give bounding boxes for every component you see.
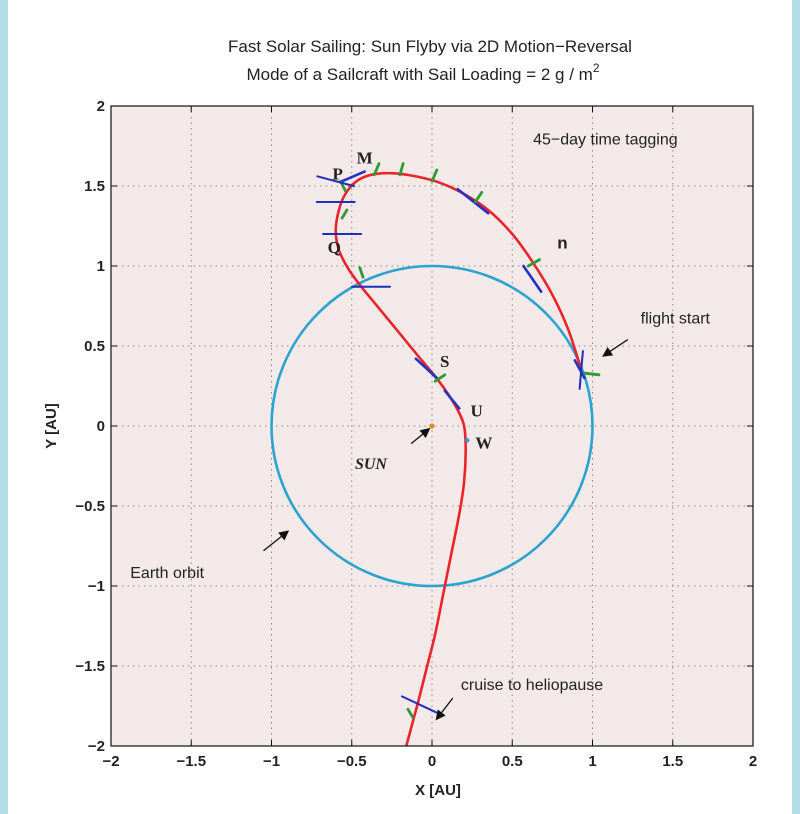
y-tick-label: 0 <box>97 418 105 435</box>
thrust-segment <box>340 170 366 183</box>
x-tick-label: −1.5 <box>176 753 206 770</box>
annotation-arrow <box>410 427 431 445</box>
time-tag-tick <box>583 371 601 377</box>
trajectory-layer <box>315 162 601 747</box>
point-label-m: M <box>357 149 373 168</box>
chart-title-line2-text: Mode of a Sailcraft with Sail Loading = … <box>246 65 592 84</box>
annotation-layer: MP Q S UWn 45−day time tagging flight start SU… <box>130 131 711 721</box>
sail-orientation-marker <box>316 175 356 188</box>
point-w-marker <box>465 438 470 443</box>
chart-title-line1: Fast Solar Sailing: Sun Flyby via 2D Mot… <box>228 37 632 56</box>
y-tick-label: 0.5 <box>84 338 105 355</box>
y-tick-label: 1.5 <box>84 178 105 195</box>
y-tick-label: −0.5 <box>75 498 105 515</box>
x-tick-label: −2 <box>102 753 119 770</box>
x-axis-label: X [AU] <box>415 782 461 799</box>
time-tag-tick <box>433 373 447 383</box>
y-tick-label: 1 <box>97 258 105 275</box>
x-tick-label: 0.5 <box>502 753 523 770</box>
y-tick-label: −1.5 <box>75 658 105 675</box>
x-tick-label: 0 <box>428 753 436 770</box>
sail-orientation-marker <box>400 695 438 714</box>
y-tick-label: −1 <box>88 578 105 595</box>
annotation-arrow <box>435 697 454 721</box>
earth-orbit-circle <box>270 264 594 588</box>
chart-title-line2: Mode of a Sailcraft with Sail Loading = … <box>246 61 599 84</box>
sail-orientation-marker <box>578 350 584 390</box>
sun-marker <box>429 423 435 429</box>
point-label-p: P <box>332 165 342 184</box>
time-tag-tick <box>430 168 439 183</box>
earth-orbit-layer <box>270 264 594 588</box>
time-tag-tick <box>526 258 541 268</box>
annotation-text: flight start <box>641 311 711 328</box>
chart: Fast Solar Sailing: Sun Flyby via 2D Mot… <box>43 37 757 799</box>
x-tick-label: 1 <box>588 753 596 770</box>
point-label-u: U <box>471 401 483 420</box>
point-label-w: W <box>475 433 492 452</box>
x-tick-label: −1 <box>263 753 280 770</box>
time-tag-tick <box>473 190 484 204</box>
time-tag-tick <box>406 707 415 719</box>
chart-title-superscript: 2 <box>593 61 600 75</box>
time-tag-tick <box>398 162 405 177</box>
x-tick-label: −0.5 <box>337 753 367 770</box>
label-n: n <box>557 233 567 252</box>
annotation-text: cruise to heliopause <box>461 677 603 694</box>
thrust-segment <box>522 264 543 293</box>
annotation-text: SUN <box>355 456 388 473</box>
x-tick-label: 1.5 <box>662 753 683 770</box>
y-tick-label: −2 <box>88 738 105 755</box>
time-tag-tick <box>340 208 349 220</box>
point-label-s: S <box>440 352 449 371</box>
annotation-text: Earth orbit <box>130 565 204 582</box>
figure-panel: Fast Solar Sailing: Sun Flyby via 2D Mot… <box>8 0 792 814</box>
x-tick-label: 2 <box>749 753 757 770</box>
tick-layer: −2 −1.5 −1 −0.5 0 0.5 1 1.5 2 −2 −1.5 −1 −0.5 0 0.5 1 1.… <box>75 98 757 770</box>
y-axis-label: Y [AU] <box>43 403 60 449</box>
time-tag-tick <box>358 266 365 279</box>
annotation-arrow <box>602 339 629 357</box>
thrust-segment <box>443 389 461 410</box>
thrust-segment <box>414 357 439 380</box>
annotation-text: 45−day time tagging <box>533 131 678 148</box>
annotation-arrow <box>263 530 290 552</box>
time-tag-tick <box>372 162 381 177</box>
point-label-q: Q <box>328 238 341 257</box>
thrust-segment <box>573 359 586 380</box>
thrust-segment <box>456 187 490 215</box>
y-tick-label: 2 <box>97 98 105 115</box>
